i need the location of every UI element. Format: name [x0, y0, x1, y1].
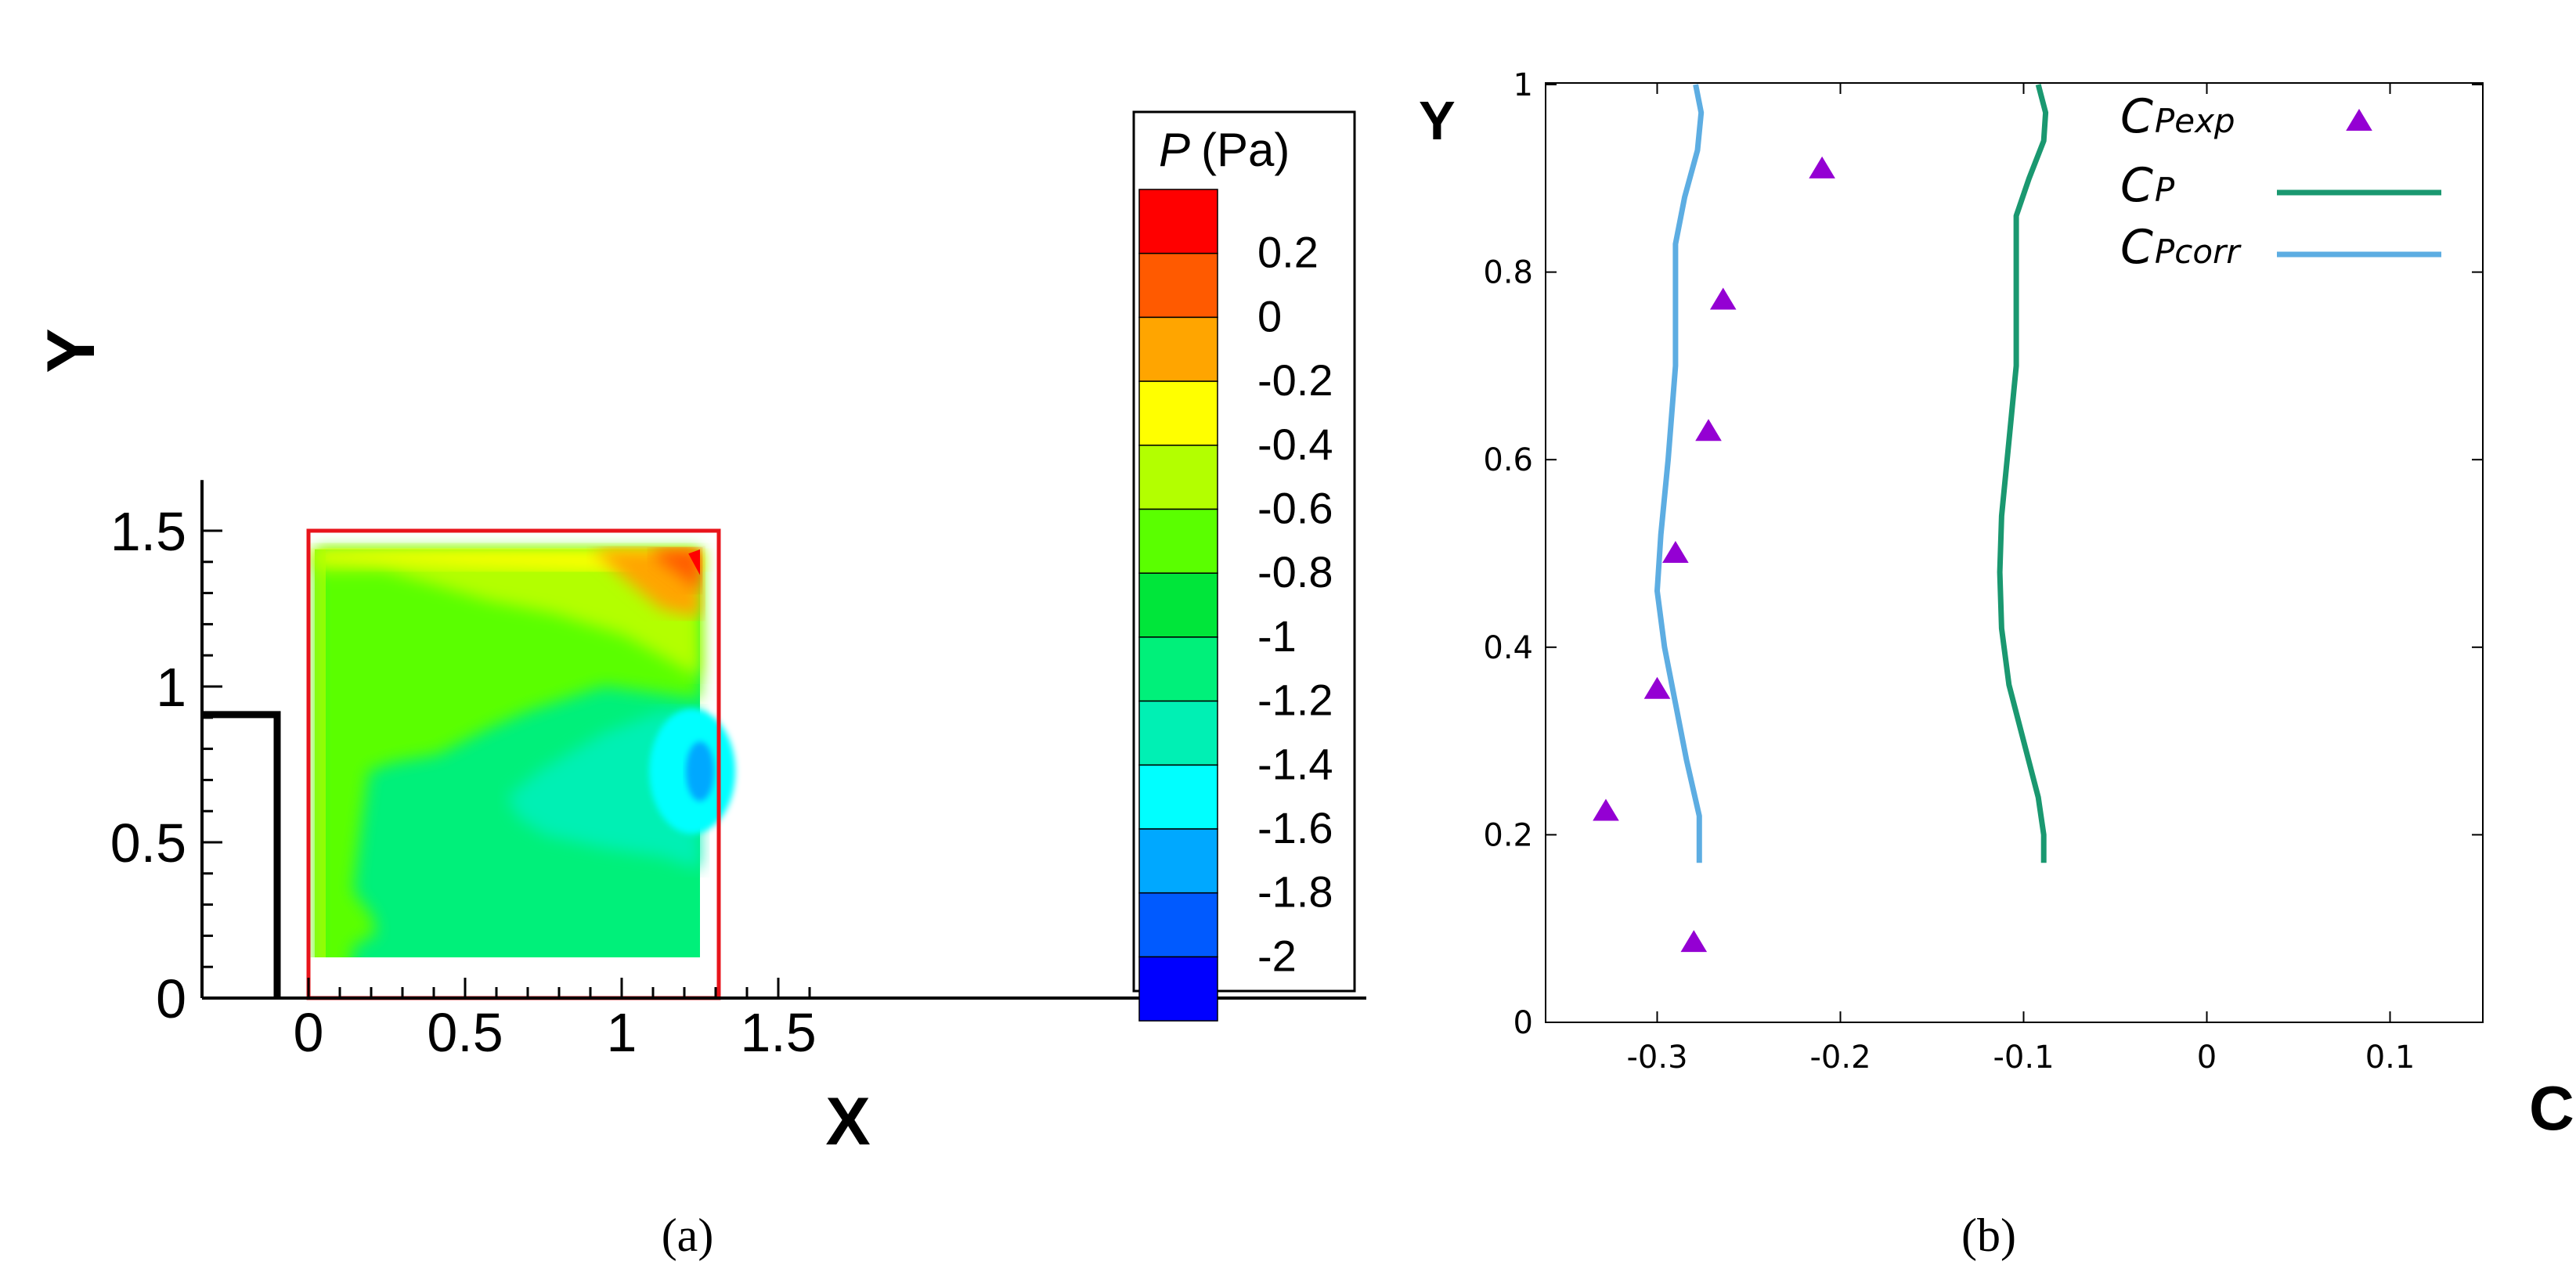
legend-swatch	[1138, 764, 1218, 830]
x-tick-label: 1.5	[740, 1002, 816, 1063]
legend-swatch	[1138, 252, 1218, 319]
legend-label: -1.4	[1257, 739, 1333, 788]
wall-boundary-line	[202, 711, 281, 998]
series-line	[1654, 84, 1705, 863]
tick-labels: -0.3 -0.2 -0.1 0 0.1 0 0.2 0.4 0.6 0.8 1	[1483, 67, 2415, 1076]
x-tick-label: 0.5	[427, 1002, 503, 1063]
y-tick-label: 0.2	[1483, 817, 1533, 853]
data-point-marker	[1643, 676, 1671, 699]
legend-swatch	[1138, 828, 1218, 894]
contour-region	[686, 741, 714, 802]
data-point-marker	[1709, 287, 1737, 310]
contour-plot-panel: 0 0.5 1 1.5 0 0.5 1 1.5 X Y P (Pa) 0.2 0 -0.2 -0.4 -…	[34, 110, 1366, 1261]
plot-area-frame	[1545, 82, 2484, 1023]
legend-marker-swatch	[2346, 109, 2372, 131]
legend-swatch	[1138, 572, 1218, 638]
legend-swatch	[1138, 956, 1218, 1022]
legend-labels: 0.2 0 -0.2 -0.4 -0.6 -0.8 -1 -1.2 -1.4 -1.6 -1.8 -2	[1257, 228, 1333, 981]
data-point-marker	[1662, 541, 1689, 563]
legend-swatch	[1138, 445, 1218, 510]
legend-title: P (Pa)	[1159, 124, 1290, 176]
y-tick-label: 0.6	[1483, 442, 1533, 478]
data-point-marker	[1680, 930, 1708, 953]
legend-label: -2	[1257, 931, 1297, 980]
legend-label: 0	[1257, 291, 1282, 341]
legend-swatch	[1138, 380, 1218, 446]
legend-swatches	[1138, 189, 1218, 1022]
series-line	[1997, 84, 2049, 863]
y-tick-label: 0	[156, 968, 186, 1029]
legend-label: -1	[1257, 611, 1297, 661]
legend-label: -0.2	[1257, 355, 1333, 405]
contour-region	[688, 549, 700, 575]
legend-swatch	[1138, 316, 1218, 382]
data-point-marker	[1695, 419, 1722, 441]
legend-label: -0.6	[1257, 484, 1333, 533]
x-tick-label: 1	[607, 1002, 637, 1063]
y-tick-label: 0.4	[1483, 630, 1533, 666]
contour-region	[650, 549, 700, 593]
plot-frame	[200, 480, 1366, 1000]
legend-entry-label: CP	[2120, 158, 2175, 213]
legend-swatch	[1138, 892, 1218, 958]
legend-entry-label: CPexp	[2120, 89, 2235, 144]
series-legend: CPexp CP CPcorr	[2120, 89, 2441, 275]
legend-swatch	[1138, 189, 1218, 254]
data-point-marker	[1809, 156, 1835, 178]
legend-label: -1.6	[1257, 803, 1333, 852]
panel-label-b: (b)	[1961, 1209, 2016, 1261]
legend-label: -1.8	[1257, 867, 1333, 917]
x-tick-label: 0	[2197, 1040, 2217, 1076]
y-tick-label: 1.5	[110, 501, 186, 562]
contour-edge-band	[315, 973, 487, 977]
contour-region	[315, 549, 700, 678]
pressure-contour-field	[315, 549, 736, 977]
x-tick-label: -0.3	[1626, 1040, 1687, 1076]
x-tick-label: 0	[294, 1002, 324, 1063]
y-tick-label: 0.5	[110, 813, 186, 874]
y-tick-label: 0	[1513, 1005, 1533, 1041]
panel-label-a: (a)	[662, 1209, 714, 1261]
axis-ticks	[202, 529, 811, 1000]
legend-swatch	[1138, 636, 1218, 702]
contour-region	[315, 549, 700, 957]
color-legend: P (Pa) 0.2 0 -0.2 -0.4 -0.6 -0.8 -1 -1.2 -1.4 -1.6…	[1132, 110, 1356, 1022]
legend-entry-label: CPcorr	[2120, 220, 2242, 275]
x-tick-label: -0.2	[1809, 1040, 1871, 1076]
y-tick-label: 0.8	[1483, 255, 1533, 291]
legend-swatch	[1138, 508, 1218, 574]
legend-label: -0.8	[1257, 547, 1333, 596]
cp-profile-panel: -0.3 -0.2 -0.1 0 0.1 0 0.2 0.4 0.6 0.8 1 Y CP CPex…	[1419, 67, 2576, 1261]
legend-label: -0.4	[1257, 420, 1333, 469]
legend-label: 0.2	[1257, 228, 1319, 277]
tick-labels: 0 0.5 1 1.5 0 0.5 1 1.5	[110, 501, 817, 1063]
y-axis-label: Y	[34, 328, 109, 373]
series-layer	[1593, 84, 2049, 953]
data-point-marker	[1593, 798, 1619, 821]
y-tick-label: 1	[1513, 67, 1533, 103]
contour-edge-band	[315, 549, 326, 957]
x-axis-label: X	[825, 1084, 870, 1159]
x-tick-label: 0.1	[2365, 1040, 2415, 1076]
axis-ticks	[1546, 83, 2483, 1023]
x-tick-label: -0.1	[1993, 1040, 2054, 1076]
y-axis-label: Y	[1419, 90, 1456, 151]
x-axis-label: CP	[2529, 1073, 2576, 1143]
contour-edge-band	[315, 967, 700, 976]
legend-label: -1.2	[1257, 676, 1333, 725]
legend-swatch	[1138, 700, 1218, 766]
y-tick-label: 1	[156, 657, 186, 718]
